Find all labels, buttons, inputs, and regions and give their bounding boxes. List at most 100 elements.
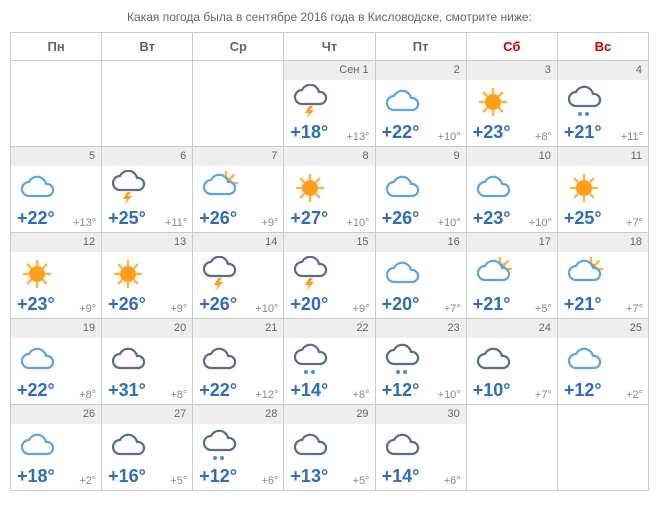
day-cell: 15+20°+9° [284, 233, 375, 319]
temp-low: +10° [438, 217, 461, 229]
date-strip: 11 [558, 147, 648, 166]
weekday-header: Пн [11, 33, 102, 61]
temp-low: +5° [353, 475, 370, 487]
cloud-icon [17, 428, 57, 464]
sun-icon [290, 170, 330, 206]
weekday-header: Ср [193, 33, 284, 61]
day-cell: 11+25°+7° [558, 147, 649, 233]
cloud_rain-icon [199, 428, 239, 464]
date-strip: 19 [11, 319, 101, 338]
storm_dark-icon [290, 256, 330, 292]
cloud_rain-icon [564, 84, 604, 120]
day-cell: 9+26°+10° [376, 147, 467, 233]
temp-high: +26° [108, 294, 146, 315]
partly-icon [473, 256, 513, 292]
day-cell: 22+14°+8° [284, 319, 375, 405]
date-strip: 14 [193, 233, 283, 252]
day-cell: 4+21°+11° [558, 61, 649, 147]
cloud-icon [17, 342, 57, 378]
temp-high: +26° [199, 294, 237, 315]
day-cell: 26+18°+2° [11, 405, 102, 491]
temp-high: +23° [17, 294, 55, 315]
weekday-header: Вс [558, 33, 649, 61]
date-strip [102, 61, 192, 80]
temp-low: +12° [255, 389, 278, 401]
day-cell: 8+27°+10° [284, 147, 375, 233]
date-strip: 18 [558, 233, 648, 252]
partly-icon [199, 170, 239, 206]
day-cell: 20 +31° +8° [102, 319, 193, 405]
temp-high: +21° [473, 294, 511, 315]
date-strip: 30 [376, 405, 466, 424]
date-strip: 20 [102, 319, 192, 338]
sun-icon [108, 256, 148, 292]
day-cell: 30+14°+6° [376, 405, 467, 491]
temp-low: +6° [261, 475, 278, 487]
temp-low: +10° [255, 303, 278, 315]
day-cell: 18+21°+7° [558, 233, 649, 319]
day-cell: 23+12°+10° [376, 319, 467, 405]
date-strip: 6 [102, 147, 192, 166]
temp-low: +10° [438, 389, 461, 401]
temp-high: +22° [199, 380, 237, 401]
temp-low: +7° [626, 217, 643, 229]
temp-high: +20° [290, 294, 328, 315]
temp-low: +5° [170, 475, 187, 487]
temp-high: +23° [473, 208, 511, 229]
temp-low: +9° [261, 217, 278, 229]
temp-high: +22° [17, 208, 55, 229]
date-strip: 5 [11, 147, 101, 166]
sun-icon [564, 170, 604, 206]
date-strip: 21 [193, 319, 283, 338]
storm_dark-icon [290, 84, 330, 120]
date-strip: 24 [467, 319, 557, 338]
temp-high: +10° [473, 380, 511, 401]
cloud_dark-icon [108, 342, 148, 378]
day-cell: 27+16°+5° [102, 405, 193, 491]
temp-high: +27° [290, 208, 328, 229]
date-strip: 12 [11, 233, 101, 252]
cloud_dark-icon [108, 428, 148, 464]
day-cell: 12 +23° +9° [11, 233, 102, 319]
empty-cell [11, 61, 102, 147]
temp-low: +2° [626, 389, 643, 401]
temp-low: +8° [79, 389, 96, 401]
temp-low: +11° [165, 217, 187, 229]
temp-high: +21° [564, 122, 602, 143]
day-cell: 19+22°+8° [11, 319, 102, 405]
date-strip: 7 [193, 147, 283, 166]
date-strip: 16 [376, 233, 466, 252]
date-strip: 13 [102, 233, 192, 252]
date-strip: 26 [11, 405, 101, 424]
day-cell: 5+22°+13° [11, 147, 102, 233]
date-strip: 25 [558, 319, 648, 338]
temp-high: +21° [564, 294, 602, 315]
storm_dark-icon [108, 170, 148, 206]
temp-high: +13° [290, 466, 328, 487]
cloud-icon [473, 170, 513, 206]
cloud-icon [564, 342, 604, 378]
date-strip: 2 [376, 61, 466, 80]
cloud-icon [382, 170, 422, 206]
temp-low: +9° [170, 303, 187, 315]
day-cell: 2+22°+10° [376, 61, 467, 147]
temp-low: +10° [347, 217, 370, 229]
temp-high: +26° [199, 208, 237, 229]
temp-high: +14° [290, 380, 328, 401]
temp-high: +12° [564, 380, 602, 401]
date-strip [11, 61, 101, 80]
date-strip: Сен 1 [284, 61, 374, 80]
day-cell: Сен 1+18°+13° [284, 61, 375, 147]
temp-high: +18° [290, 122, 328, 143]
sun-icon [17, 256, 57, 292]
temp-high: +22° [382, 122, 420, 143]
temp-low: +9° [79, 303, 96, 315]
temp-high: +26° [382, 208, 420, 229]
temp-low: +8° [353, 389, 370, 401]
temp-high: +31° [108, 380, 146, 401]
temp-low: +8° [170, 389, 187, 401]
day-cell: 25 +12° +2° [558, 319, 649, 405]
temp-high: +12° [382, 380, 420, 401]
sun-icon [473, 84, 513, 120]
empty-cell [193, 61, 284, 147]
